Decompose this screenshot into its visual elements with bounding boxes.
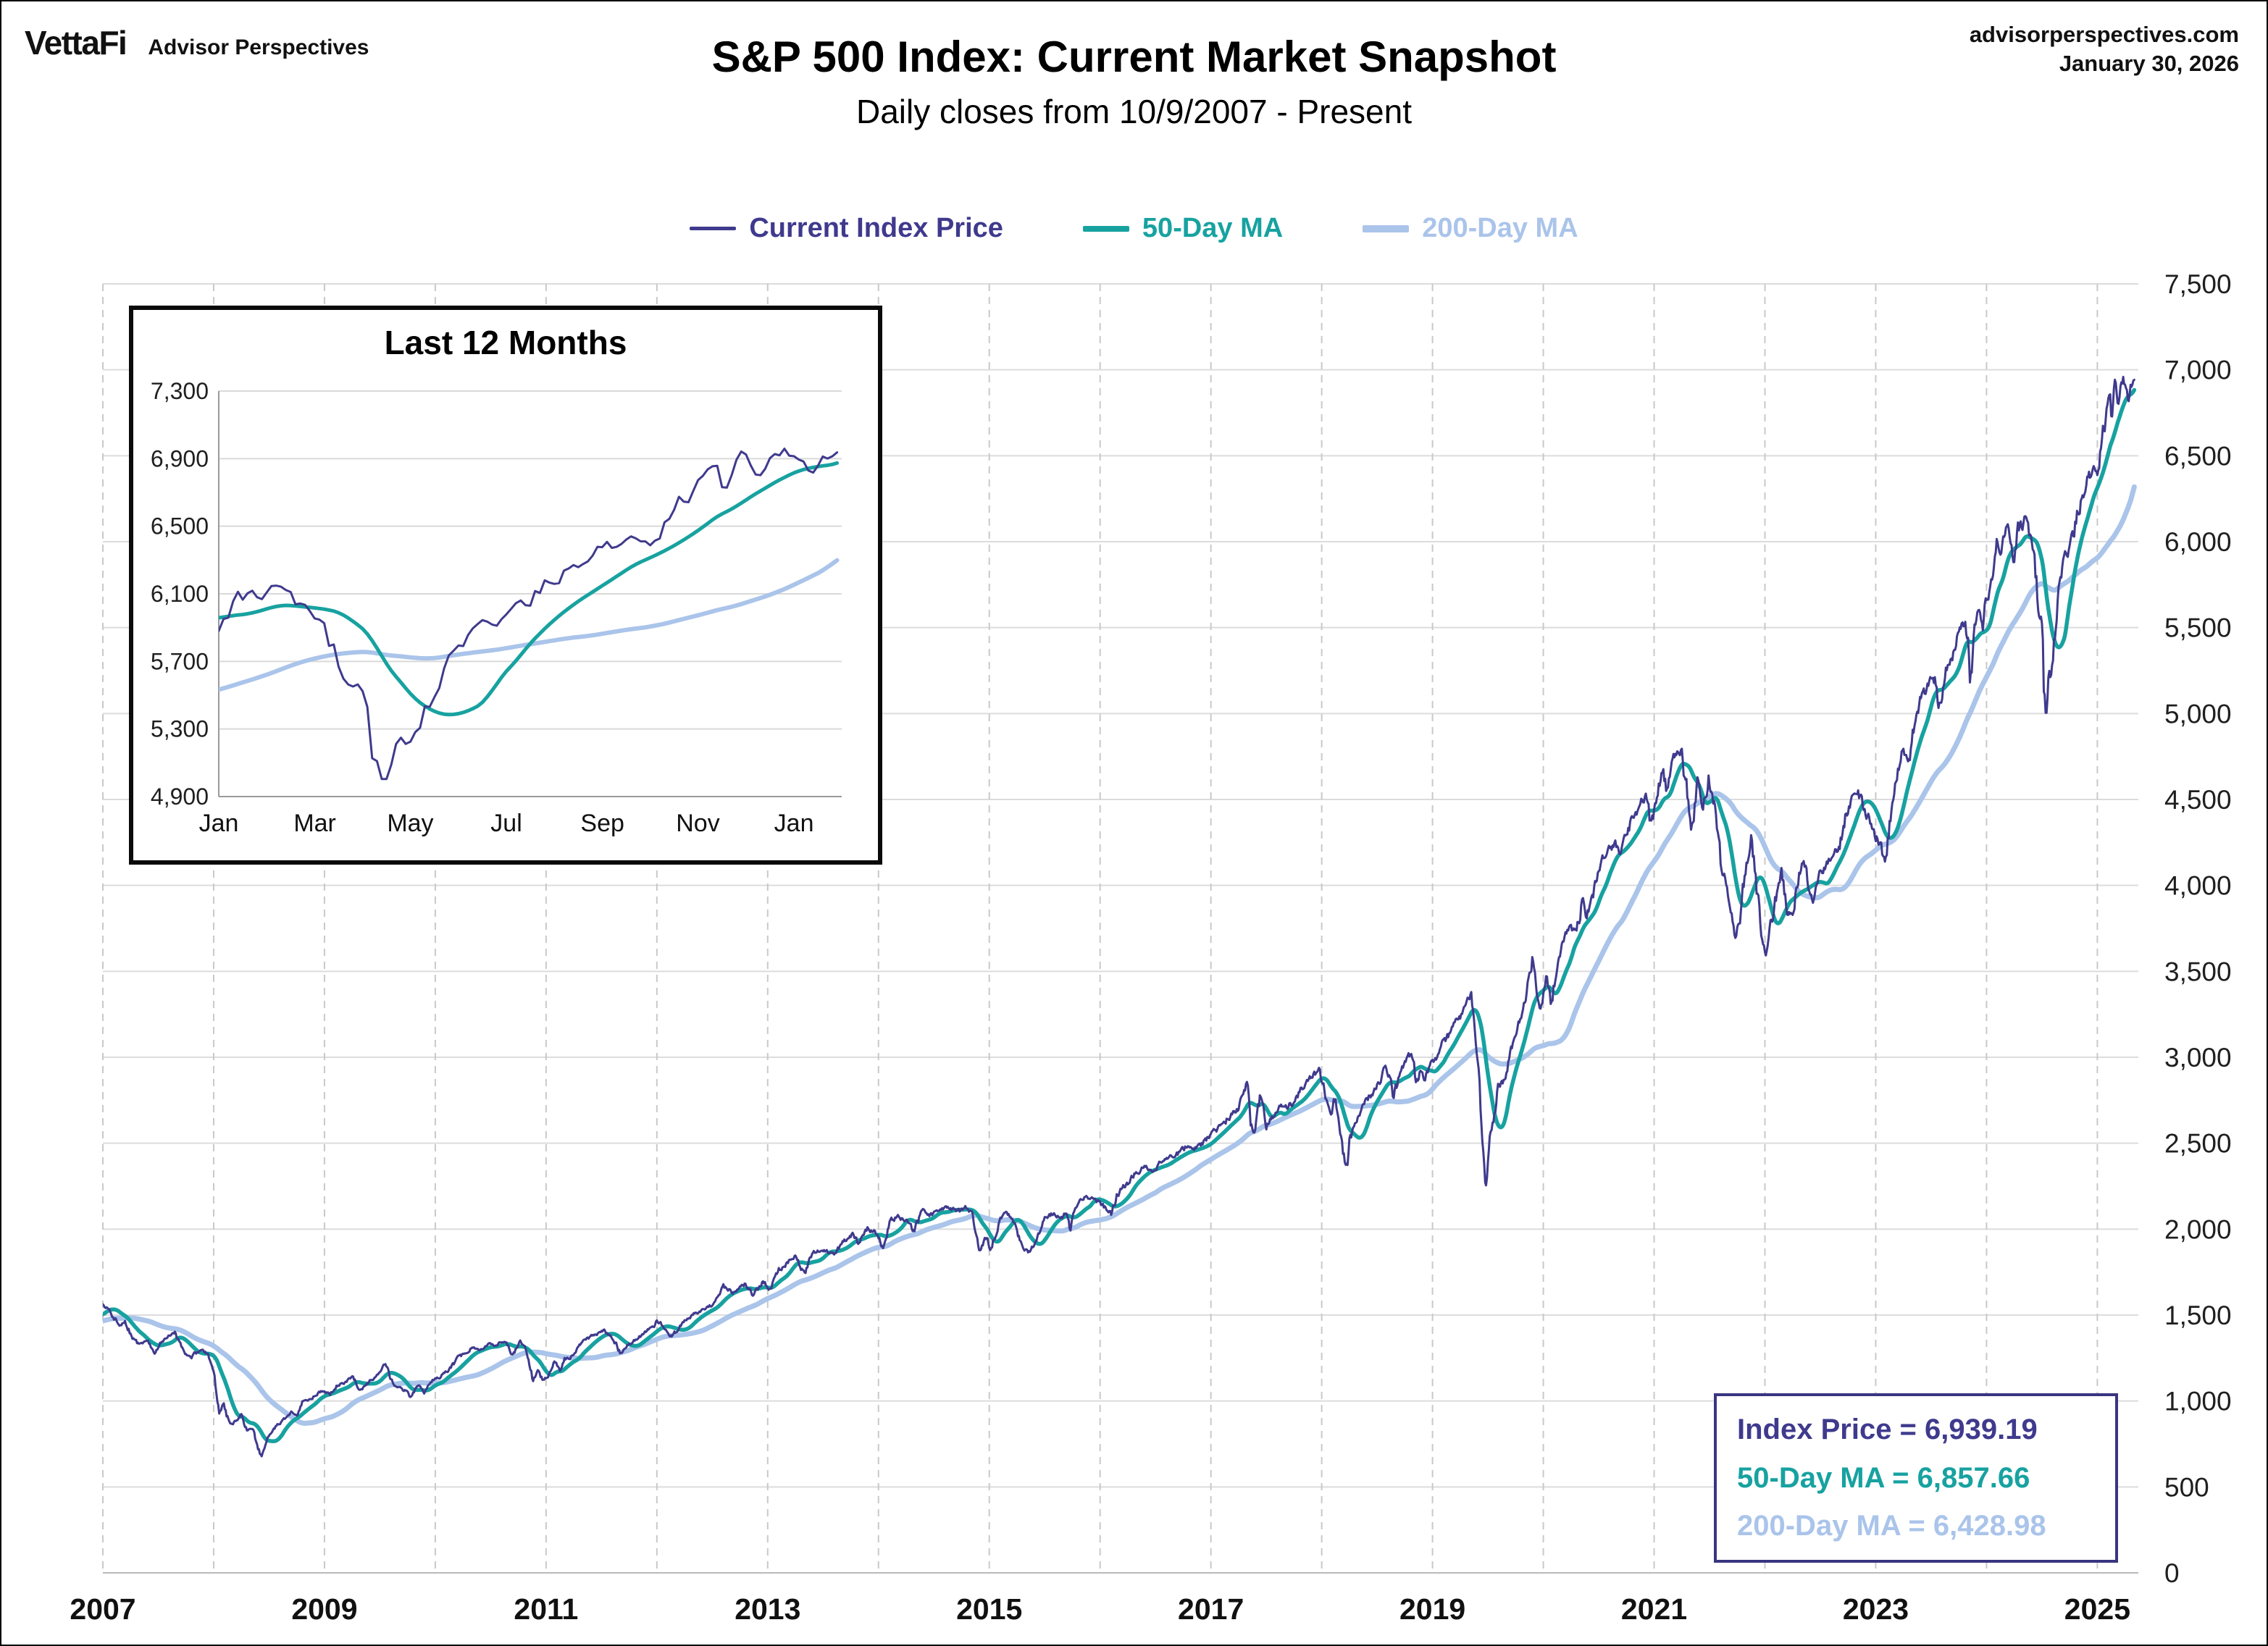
inset-x-tick-label: Jan — [774, 810, 814, 837]
inset-y-tick-label: 5,300 — [151, 716, 209, 742]
main-y-tick-label: 3,000 — [2164, 1043, 2232, 1072]
main-y-tick-label: 2,000 — [2164, 1214, 2232, 1244]
main-y-tick-label: 2,500 — [2164, 1129, 2232, 1159]
inset-y-tick-label: 4,900 — [151, 784, 209, 810]
legend-label-price: Current Index Price — [749, 213, 1003, 243]
legend-label-ma50: 50-Day MA — [1142, 213, 1284, 243]
main-y-tick-label: 4,000 — [2164, 871, 2232, 901]
inset-chart-box: Last 12 Months 4,900 5,300 5,700 6,100 6,500… — [129, 306, 882, 865]
inset-x-tick-label: Jul — [490, 810, 522, 837]
price-line-swatch — [690, 227, 737, 230]
inset-y-tick-label: 7,300 — [151, 378, 209, 404]
vettafi-logo: VettaFi Advisor Perspectives — [25, 23, 369, 62]
inset-x-tick-label: Jan — [199, 810, 239, 837]
main-y-tick-label: 5,500 — [2164, 613, 2232, 643]
inset-title: Last 12 Months — [384, 324, 627, 361]
inset-y-tick-label: 6,100 — [151, 581, 209, 607]
main-x-tick-label: 2011 — [514, 1592, 578, 1626]
main-y-tick-label: 500 — [2164, 1472, 2209, 1502]
source-url: advisorperspectives.com — [1969, 22, 2239, 47]
vettafi-logo-text: VettaFi — [25, 24, 127, 62]
ma50-line-swatch — [1082, 225, 1129, 232]
main-x-tick-label: 2023 — [1843, 1592, 1909, 1626]
inset-x-tick-label: Mar — [293, 810, 336, 837]
chart-date: January 30, 2026 — [2059, 51, 2239, 77]
legend-label-ma200: 200-Day MA — [1422, 213, 1578, 243]
main-y-tick-label: 1,000 — [2164, 1387, 2232, 1416]
inset-x-tick-label: Sep — [580, 810, 624, 837]
inset-chart: 4,900 5,300 5,700 6,100 6,500 6,900 7,300 Jan Ma… — [151, 378, 842, 837]
inset-x-tick-label: Nov — [676, 810, 719, 837]
main-y-tick-label: 5,000 — [2164, 699, 2232, 728]
main-x-tick-label: 2017 — [1178, 1592, 1244, 1626]
main-x-tick-label: 2013 — [735, 1592, 800, 1626]
inset-y-tick-label: 5,700 — [151, 648, 209, 674]
page-subtitle: Daily closes from 10/9/2007 - Present — [855, 93, 1413, 130]
main-y-tick-label: 6,500 — [2164, 441, 2232, 471]
current-ma50: 50-Day MA = 6,857.66 — [1737, 1461, 2030, 1494]
main-y-tick-label: 7,000 — [2164, 356, 2232, 385]
inset-ma50-line — [219, 461, 840, 717]
main-y-tick-label: 0 — [2164, 1558, 2180, 1588]
main-x-tick-label: 2025 — [2064, 1592, 2130, 1626]
inset-price-line — [219, 448, 839, 781]
inset-y-tick-label: 6,500 — [151, 513, 209, 539]
main-x-tick-label: 2019 — [1399, 1592, 1465, 1626]
main-y-tick-label: 4,500 — [2164, 785, 2232, 815]
main-y-tick-label: 1,500 — [2164, 1301, 2232, 1330]
title-block: S&P 500 Index: Current Market Snapshot D… — [1, 32, 2267, 131]
advisor-perspectives-label: Advisor Perspectives — [148, 35, 369, 59]
main-x-tick-label: 2009 — [291, 1592, 357, 1626]
price-line — [103, 375, 2135, 1458]
main-x-tick-label: 2021 — [1621, 1592, 1687, 1626]
main-y-tick-label: 6,000 — [2164, 527, 2232, 557]
inset-x-tick-label: May — [387, 810, 433, 837]
current-values-box: Index Price = 6,939.19 50-Day MA = 6,857… — [1714, 1393, 2118, 1563]
legend-item-ma200: 200-Day MA — [1363, 213, 1578, 244]
current-index-price: Index Price = 6,939.19 — [1737, 1414, 2038, 1445]
legend-item-price: Current Index Price — [690, 213, 1003, 244]
main-x-tick-label: 2007 — [70, 1592, 135, 1626]
inset-ma200-line — [219, 558, 840, 692]
legend-item-ma50: 50-Day MA — [1082, 213, 1284, 244]
source-attribution: advisorperspectives.com January 30, 2026 — [1970, 20, 2239, 79]
main-y-tick-label: 3,500 — [2164, 957, 2232, 986]
legend: Current Index Price 50-Day MA 200-Day MA — [1, 213, 2267, 244]
ma200-line-swatch — [1363, 224, 1410, 232]
main-x-tick-label: 2015 — [956, 1592, 1022, 1626]
inset-y-tick-label: 6,900 — [151, 445, 209, 471]
main-y-tick-label: 7,500 — [2164, 269, 2232, 299]
current-ma200: 200-Day MA = 6,428.98 — [1737, 1510, 2046, 1542]
page-title: S&P 500 Index: Current Market Snapshot — [711, 33, 1557, 81]
